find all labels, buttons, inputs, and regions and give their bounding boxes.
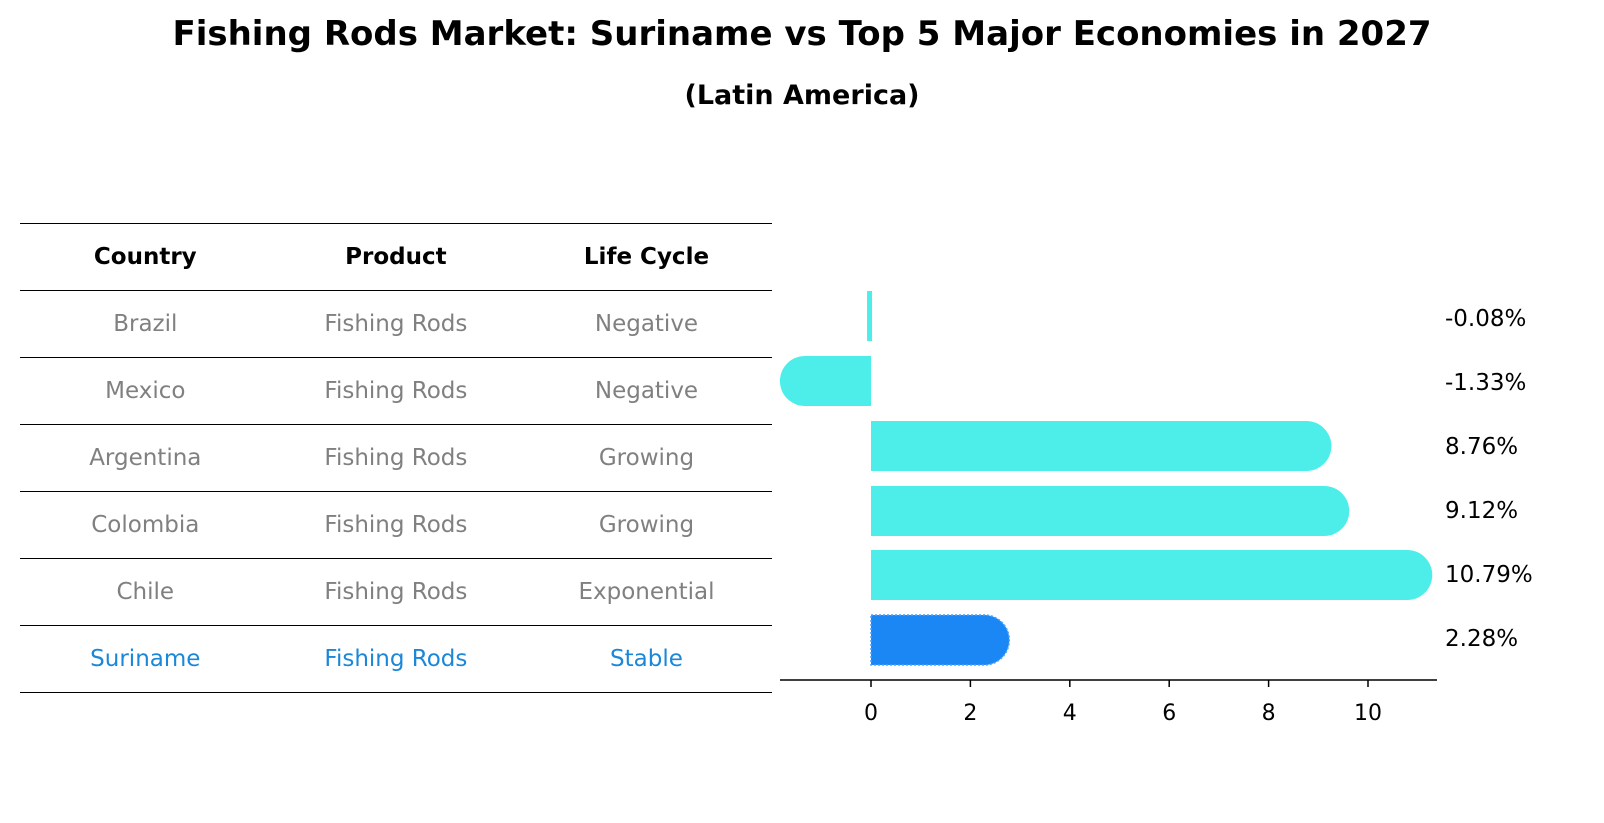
cell-product: Fishing Rods xyxy=(324,512,468,538)
bar-brazil xyxy=(867,291,873,341)
table-header-row: Country Product Life Cycle xyxy=(20,224,772,291)
table-row: Mexico Fishing Rods Negative xyxy=(20,358,772,425)
cell-life-cycle: Negative xyxy=(594,311,699,337)
cell-product: Fishing Rods xyxy=(324,445,468,471)
cell-life-cycle: Negative xyxy=(594,378,699,404)
bar-mexico xyxy=(780,356,871,406)
cell-country: Chile xyxy=(116,579,175,605)
cell-product: Fishing Rods xyxy=(324,378,468,404)
header-life-cycle: Life Cycle xyxy=(583,244,710,270)
table-row: Chile Fishing Rods Exponential xyxy=(20,559,772,626)
x-tick-label: 0 xyxy=(864,701,878,726)
cell-country: Argentina xyxy=(89,445,202,471)
value-label: 9.12% xyxy=(1445,498,1519,524)
table-row: Argentina Fishing Rods Growing xyxy=(20,425,772,492)
value-label: 2.28% xyxy=(1445,626,1519,652)
x-tick-label: 6 xyxy=(1162,701,1176,726)
header-product: Product xyxy=(345,244,447,270)
value-label: -0.08% xyxy=(1445,306,1527,332)
header-country: Country xyxy=(93,244,197,270)
cell-country: Brazil xyxy=(113,311,178,337)
bar-argentina xyxy=(871,421,1332,471)
cell-life-cycle: Growing xyxy=(598,445,695,471)
table-row: Brazil Fishing Rods Negative xyxy=(20,291,772,358)
x-tick-label: 10 xyxy=(1354,701,1382,726)
data-table: Country Product Life Cycle Brazil Fishin… xyxy=(20,223,772,693)
value-label: -1.33% xyxy=(1445,370,1527,396)
cell-country: Mexico xyxy=(105,378,186,404)
cell-life-cycle: Exponential xyxy=(578,579,715,605)
cell-product: Fishing Rods xyxy=(324,646,468,672)
cell-life-cycle: Stable xyxy=(610,646,683,672)
cell-country: Suriname xyxy=(90,646,201,672)
value-label: 10.79% xyxy=(1445,562,1533,588)
bar-chart: 0 2 4 6 8 10 xyxy=(780,291,1437,726)
chart-title: Fishing Rods Market: Suriname vs Top 5 M… xyxy=(172,14,1432,54)
cell-product: Fishing Rods xyxy=(324,579,468,605)
chart-subtitle: (Latin America) xyxy=(684,80,920,111)
cell-country: Colombia xyxy=(91,512,200,538)
x-tick-label: 4 xyxy=(1063,701,1077,726)
cell-life-cycle: Growing xyxy=(598,512,695,538)
cell-product: Fishing Rods xyxy=(324,311,468,337)
table-row: Colombia Fishing Rods Growing xyxy=(20,492,772,559)
value-label: 8.76% xyxy=(1445,434,1519,460)
bar-chile xyxy=(871,550,1433,600)
table-row-highlight: Suriname Fishing Rods Stable xyxy=(20,626,772,693)
bar-colombia xyxy=(871,486,1350,536)
x-tick-label: 2 xyxy=(963,701,977,726)
bar-suriname xyxy=(870,614,1010,666)
x-tick-label: 8 xyxy=(1262,701,1276,726)
